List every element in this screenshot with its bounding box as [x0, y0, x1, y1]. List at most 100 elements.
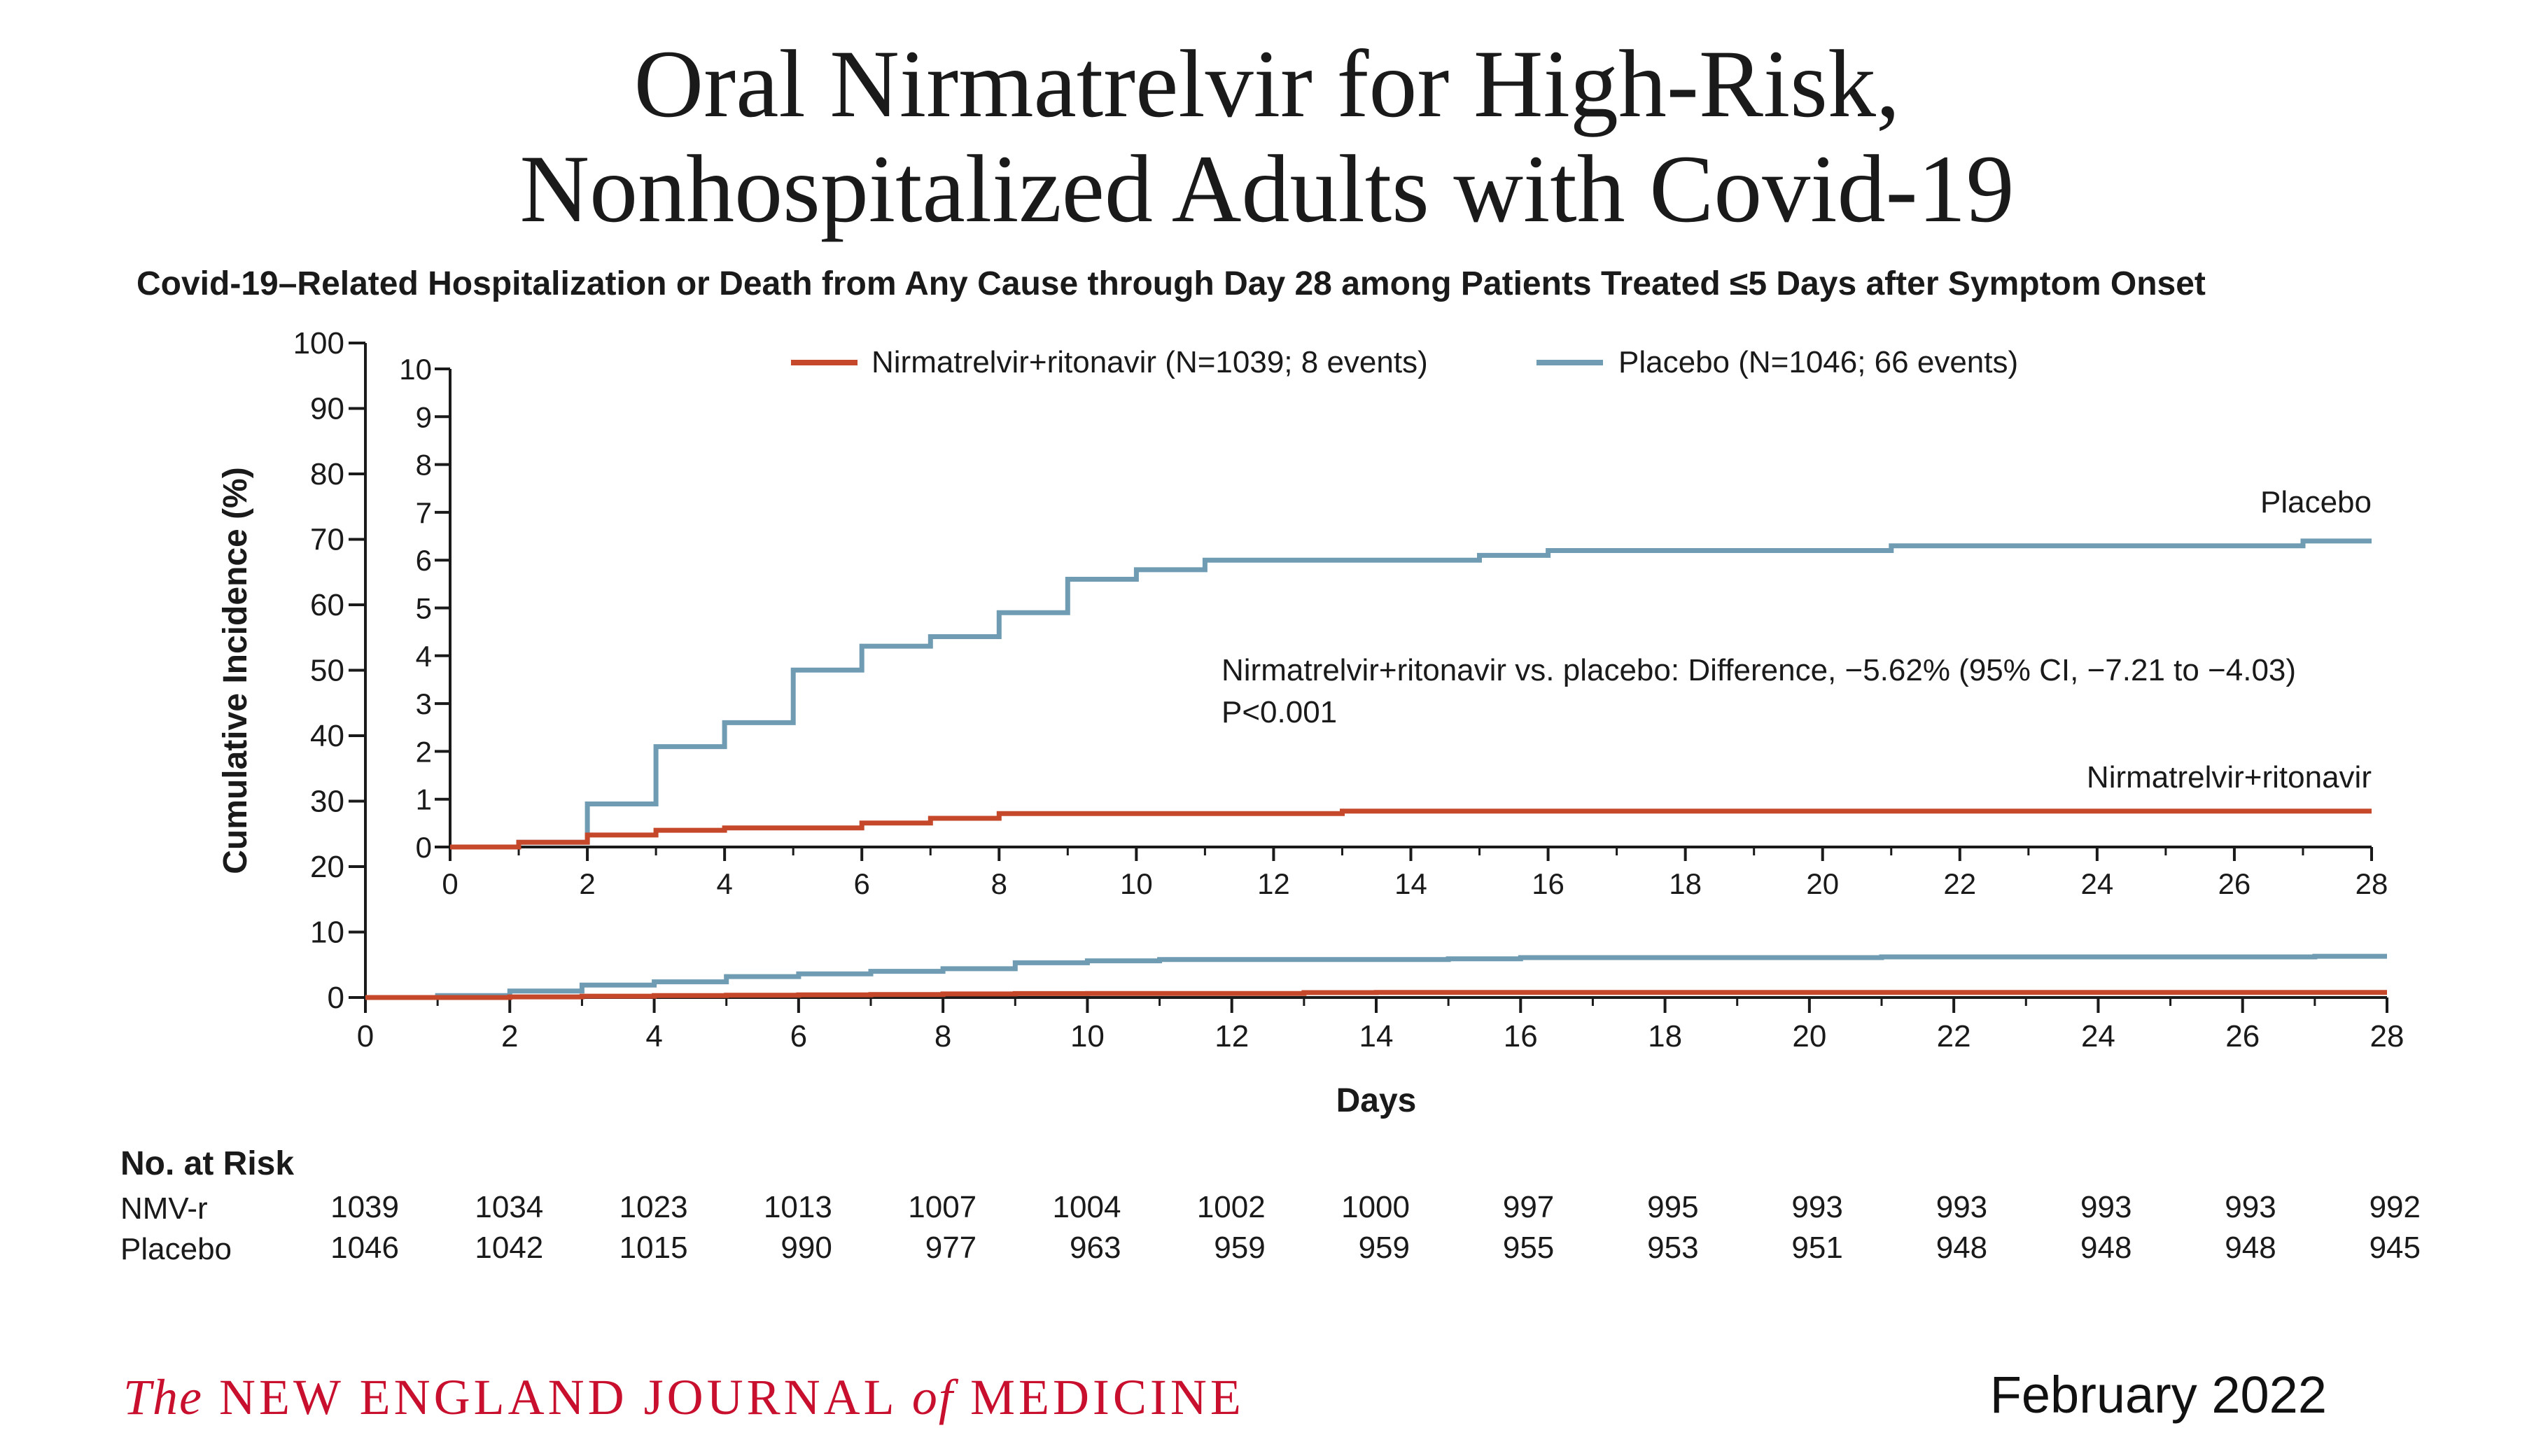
main-y-tick-label: 60 [310, 588, 344, 622]
p-value-annotation: P<0.001 [1222, 695, 1337, 729]
risk-cell: 1015 [619, 1231, 688, 1265]
risk-cell: 992 [2369, 1190, 2421, 1224]
main-y-tick-label: 10 [310, 916, 344, 950]
risk-row-label-placebo: Placebo [120, 1232, 232, 1266]
publication-date: February 2022 [1989, 1366, 2327, 1424]
risk-row-label-nmv: NMV-r [120, 1191, 208, 1226]
x-axis-title: Days [1336, 1082, 1417, 1119]
inset-x-tick-label: 18 [1669, 867, 1702, 900]
journal-name-part1: NEW ENGLAND JOURNAL [219, 1369, 896, 1425]
risk-cell: 1002 [1196, 1190, 1266, 1224]
main-y-tick-label: 100 [293, 326, 344, 360]
main-nmv-curve [365, 990, 2387, 1000]
main-y-tick-label: 50 [310, 654, 344, 688]
risk-cell: 993 [2225, 1190, 2276, 1224]
inset-y-tick-label: 2 [416, 735, 432, 768]
inset-x-tick-label: 6 [854, 867, 870, 900]
inset-x-tick-label: 28 [2356, 867, 2388, 900]
main-y-tick-label: 0 [328, 981, 344, 1015]
inset-x-tick-label: 0 [442, 867, 458, 900]
risk-cell: 1034 [475, 1190, 544, 1224]
main-x-tick-label: 12 [1214, 1019, 1249, 1054]
inset-x-tick-label: 12 [1257, 867, 1290, 900]
risk-cell: 993 [1935, 1190, 1988, 1224]
risk-cell: 1023 [619, 1190, 688, 1224]
main-x-tick-label: 28 [2370, 1019, 2404, 1054]
inset-y-tick-label: 7 [416, 496, 432, 529]
figure-title: Oral Nirmatrelvir for High-Risk, Nonhosp… [0, 31, 2534, 241]
inset-y-tick-label: 6 [416, 544, 432, 577]
inset-x-tick-label: 22 [1943, 867, 1976, 900]
main-x-tick-label: 16 [1504, 1019, 1538, 1054]
placebo-curve-label: Placebo [2260, 485, 2372, 519]
main-y-tick-label: 70 [310, 523, 344, 557]
inset-x-tick-label: 24 [2080, 867, 2113, 900]
risk-cell: 1042 [475, 1231, 544, 1265]
title-line-1: Oral Nirmatrelvir for High-Risk, [634, 30, 1900, 137]
main-x-tick-label: 8 [934, 1019, 951, 1054]
main-x-tick-label: 14 [1359, 1019, 1394, 1054]
main-x-tick-label: 2 [501, 1019, 518, 1054]
difference-annotation: Nirmatrelvir+ritonavir vs. placebo: Diff… [1222, 653, 2296, 687]
main-y-tick-label: 30 [310, 785, 344, 819]
nmv-curve-label: Nirmatrelvir+ritonavir [2087, 760, 2372, 794]
main-x-tick-label: 26 [2225, 1019, 2260, 1054]
risk-cell: 955 [1502, 1231, 1555, 1265]
main-x-tick-label: 4 [645, 1019, 662, 1054]
risk-cell: 951 [1791, 1231, 1843, 1265]
risk-cell: 945 [2369, 1231, 2421, 1265]
legend-label-nmv: Nirmatrelvir+ritonavir (N=1039; 8 events… [872, 345, 1428, 379]
inset-y-tick-label: 1 [416, 783, 432, 816]
risk-cell: 997 [1502, 1190, 1555, 1224]
inset-placebo-curve [450, 538, 2372, 850]
inset-x-tick-label: 8 [991, 867, 1007, 900]
inset-x-tick-label: 14 [1394, 867, 1427, 900]
inset-x-tick-label: 4 [716, 867, 732, 900]
main-y-tick-label: 90 [310, 392, 344, 426]
risk-cell: 959 [1358, 1231, 1410, 1265]
y-axis-title: Cumulative Incidence (%) [217, 467, 254, 874]
journal-name-part2: MEDICINE [969, 1369, 1245, 1425]
main-x-tick-label: 22 [1937, 1019, 1971, 1054]
legend-label-placebo: Placebo (N=1046; 66 events) [1618, 345, 2018, 379]
risk-cell: 993 [2080, 1190, 2132, 1224]
risk-cell: 1046 [330, 1231, 399, 1265]
main-x-tick-label: 10 [1070, 1019, 1105, 1054]
inset-y-tick-label: 3 [416, 687, 432, 720]
main-x-tick-label: 20 [1792, 1019, 1826, 1054]
inset-x-tick-label: 16 [1532, 867, 1564, 900]
risk-cell: 948 [2225, 1231, 2276, 1265]
risk-cell: 1013 [763, 1190, 832, 1224]
risk-cell: 959 [1214, 1231, 1266, 1265]
risk-cell: 948 [2080, 1231, 2132, 1265]
main-x-tick-label: 6 [790, 1019, 807, 1054]
journal-the: The [123, 1369, 203, 1425]
title-line-2: Nonhospitalized Adults with Covid-19 [519, 135, 2015, 242]
risk-cell: 1000 [1341, 1190, 1410, 1224]
risk-cell: 948 [1935, 1231, 1988, 1265]
inset-x-tick-label: 20 [1806, 867, 1839, 900]
main-x-tick-label: 0 [357, 1019, 374, 1054]
risk-cell: 1039 [330, 1190, 399, 1224]
risk-cell: 995 [1647, 1190, 1699, 1224]
inset-y-tick-label: 0 [416, 831, 432, 864]
main-y-tick-label: 20 [310, 850, 344, 884]
main-x-tick-label: 18 [1648, 1019, 1682, 1054]
inset-nmv-curve [450, 808, 2372, 850]
risk-cell: 993 [1791, 1190, 1843, 1224]
inset-y-tick-label: 5 [416, 592, 432, 625]
inset-y-tick-label: 10 [399, 353, 432, 386]
risk-cell: 977 [925, 1231, 977, 1265]
inset-y-tick-label: 9 [416, 400, 432, 433]
inset-x-tick-label: 2 [579, 867, 595, 900]
main-x-tick-label: 24 [2081, 1019, 2115, 1054]
main-y-tick-label: 40 [310, 719, 344, 753]
risk-cell: 1007 [908, 1190, 977, 1224]
risk-cell: 953 [1647, 1231, 1699, 1265]
journal-logo: The NEW ENGLAND JOURNAL of MEDICINE [123, 1368, 1245, 1427]
inset-x-tick-label: 10 [1120, 867, 1153, 900]
main-y-tick-label: 80 [310, 457, 344, 491]
inset-y-tick-label: 4 [416, 640, 432, 673]
risk-table-title: No. at Risk [120, 1145, 295, 1182]
